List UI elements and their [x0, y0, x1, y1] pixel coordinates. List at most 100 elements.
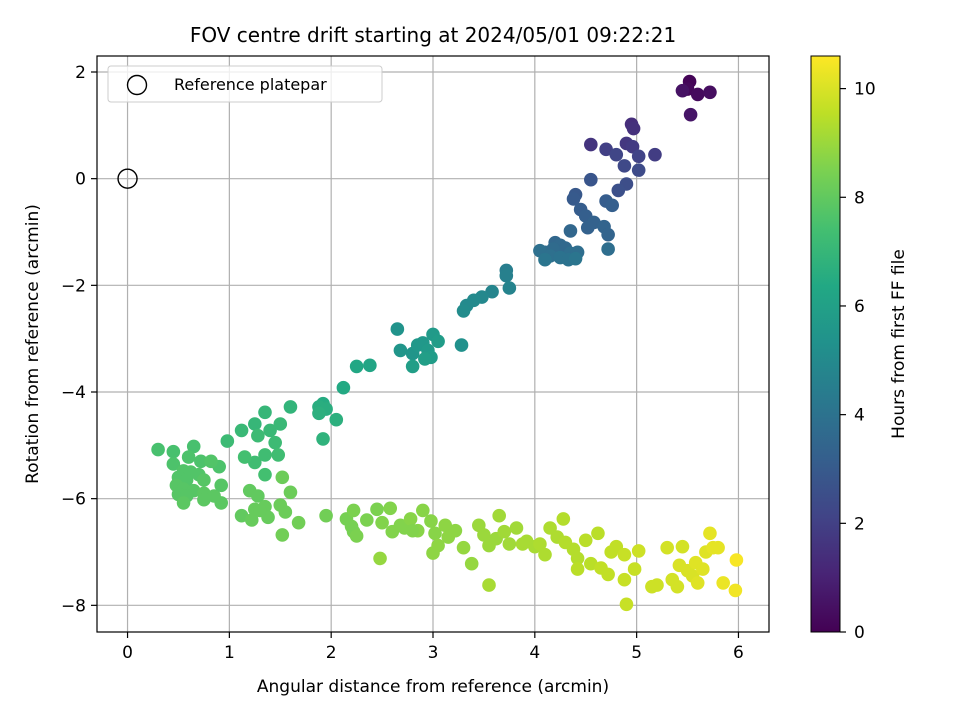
data-point: [312, 406, 326, 421]
data-point: [176, 496, 191, 510]
data-point: [263, 423, 277, 438]
data-point: [556, 512, 571, 526]
data-point: [601, 242, 615, 256]
data-point: [703, 85, 717, 100]
data-point: [393, 343, 408, 358]
colorbar-tick-label: 0: [854, 623, 865, 643]
colorbar-gradient: [810, 55, 841, 633]
data-point: [166, 457, 181, 471]
data-point: [416, 503, 430, 518]
data-point: [248, 455, 262, 470]
legend-marker-reference: [126, 74, 148, 96]
data-point: [363, 358, 377, 373]
data-point: [578, 533, 593, 548]
data-point: [319, 508, 333, 523]
data-points: [117, 74, 744, 612]
colorbar-tick-label: 8: [854, 188, 865, 208]
y-tick-label: −8: [61, 596, 86, 616]
data-point: [626, 121, 641, 136]
data-point: [631, 149, 646, 164]
data-point: [591, 526, 605, 541]
data-point: [316, 432, 330, 446]
data-point: [349, 529, 364, 543]
data-point: [418, 352, 432, 366]
data-point: [716, 576, 730, 590]
data-point: [275, 528, 290, 542]
data-point: [214, 478, 229, 493]
data-point: [690, 87, 705, 102]
data-point: [438, 518, 453, 533]
y-axis-label: Rotation from reference (arcmin): [23, 204, 43, 484]
data-point: [482, 578, 496, 592]
data-point: [197, 492, 211, 507]
data-point: [370, 502, 384, 517]
data-point: [584, 172, 598, 187]
data-point: [405, 359, 420, 374]
data-point: [258, 405, 272, 420]
data-point: [648, 147, 662, 162]
data-point: [502, 537, 517, 551]
data-point: [181, 450, 196, 464]
data-point: [251, 489, 265, 503]
data-point: [273, 417, 288, 431]
data-point: [617, 547, 632, 562]
data-point: [186, 439, 201, 454]
data-point: [696, 562, 710, 576]
data-point: [244, 513, 259, 527]
y-axis-ticks: −8 −6 −4 −2 0 2: [61, 63, 97, 616]
data-point: [683, 107, 698, 122]
y-tick-label: −2: [61, 276, 86, 296]
data-point: [601, 227, 615, 242]
colorbar-tick-label: 4: [854, 406, 865, 426]
data-point: [251, 428, 265, 443]
colorbar-tick-label: 10: [854, 80, 876, 100]
data-point: [563, 224, 578, 238]
data-point: [403, 512, 418, 526]
data-point: [234, 508, 249, 523]
colorbar-label: Hours from first FF file: [889, 249, 909, 439]
data-point: [492, 508, 506, 523]
data-point: [349, 359, 364, 374]
y-tick-label: 0: [75, 170, 86, 190]
x-tick-label: 6: [733, 643, 744, 663]
data-point: [373, 551, 387, 566]
data-point: [151, 442, 165, 457]
x-tick-label: 0: [122, 643, 133, 663]
data-point: [584, 137, 598, 152]
data-point: [390, 322, 405, 336]
data-point: [464, 556, 479, 571]
data-point: [214, 496, 229, 510]
data-point: [431, 334, 445, 349]
data-point: [650, 578, 664, 592]
data-point: [570, 562, 585, 576]
y-tick-label: −6: [61, 490, 86, 510]
data-point: [509, 521, 524, 535]
data-point: [568, 251, 583, 266]
data-point: [346, 503, 361, 518]
colorbar-tick-label: 6: [854, 297, 865, 317]
data-point: [601, 567, 615, 582]
data-point: [405, 523, 420, 538]
data-point: [566, 192, 581, 206]
data-point: [258, 448, 272, 462]
colorbar-tick-label: 2: [854, 514, 865, 534]
data-point: [729, 553, 744, 567]
data-point: [670, 579, 685, 594]
data-point: [728, 583, 743, 598]
data-point: [485, 284, 499, 299]
data-point: [291, 515, 306, 530]
data-point: [690, 576, 705, 590]
data-point: [502, 281, 517, 295]
x-tick-label: 4: [529, 643, 540, 663]
data-point: [711, 540, 725, 555]
data-point: [675, 83, 690, 98]
x-tick-label: 2: [326, 643, 337, 663]
data-point: [611, 183, 626, 198]
data-point: [660, 540, 674, 555]
data-point: [619, 597, 634, 612]
data-point: [234, 423, 249, 438]
data-point: [278, 505, 293, 519]
legend-box: [107, 65, 383, 103]
data-point: [627, 562, 642, 576]
